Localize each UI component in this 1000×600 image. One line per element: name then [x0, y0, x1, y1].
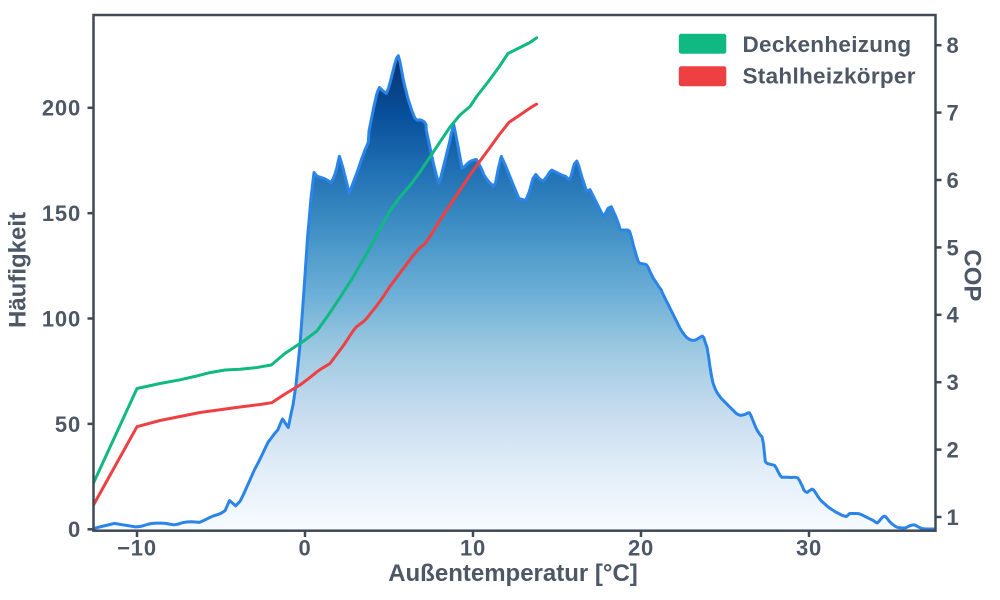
svg-text:Stahlheizkörper: Stahlheizkörper	[743, 64, 916, 89]
svg-text:5: 5	[947, 235, 960, 260]
svg-text:Außentemperatur [°C]: Außentemperatur [°C]	[388, 560, 638, 587]
svg-text:0: 0	[68, 517, 81, 542]
svg-text:2: 2	[947, 438, 960, 463]
svg-text:−10: −10	[117, 535, 157, 560]
svg-text:4: 4	[947, 303, 960, 328]
svg-text:100: 100	[42, 306, 81, 331]
svg-text:1: 1	[947, 505, 960, 530]
svg-text:8: 8	[947, 33, 960, 58]
svg-text:6: 6	[947, 168, 960, 193]
svg-text:20: 20	[628, 535, 654, 560]
svg-text:Deckenheizung: Deckenheizung	[743, 32, 912, 57]
svg-text:50: 50	[55, 412, 81, 437]
svg-text:30: 30	[796, 535, 822, 560]
svg-text:3: 3	[947, 370, 960, 395]
svg-text:7: 7	[947, 101, 960, 126]
svg-text:COP: COP	[959, 249, 986, 301]
svg-text:10: 10	[460, 535, 486, 560]
svg-text:0: 0	[298, 535, 311, 560]
svg-text:200: 200	[42, 96, 81, 121]
svg-text:150: 150	[42, 201, 81, 226]
svg-text:Häufigkeit: Häufigkeit	[5, 212, 32, 328]
